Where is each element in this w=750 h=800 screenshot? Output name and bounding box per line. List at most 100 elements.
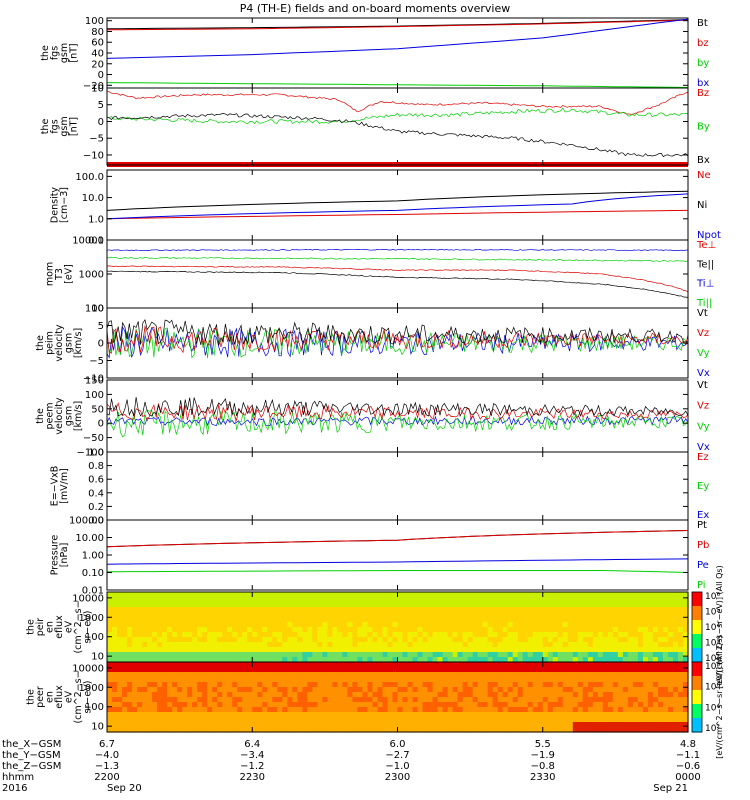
heatmap-cell xyxy=(492,642,499,648)
heatmap-cell xyxy=(392,662,399,668)
heatmap-cell xyxy=(682,632,689,638)
heatmap-cell xyxy=(187,617,193,623)
heatmap-cell xyxy=(217,662,223,668)
heatmap-cell xyxy=(437,667,444,673)
heatmap-cell xyxy=(117,712,123,718)
heatmap-cell xyxy=(637,672,644,678)
heatmap-cell xyxy=(617,632,624,638)
heatmap-cell xyxy=(357,627,364,633)
series-line-Pe xyxy=(106,558,689,565)
heatmap-cell xyxy=(307,717,313,723)
heatmap-cell xyxy=(482,707,489,713)
heatmap-cell xyxy=(662,617,669,623)
heatmap-cell xyxy=(277,722,283,728)
heatmap-cell xyxy=(572,712,579,718)
heatmap-cell xyxy=(112,702,118,708)
heatmap-cell xyxy=(282,597,288,603)
heatmap-cell xyxy=(187,682,193,688)
heatmap-cell xyxy=(562,627,569,633)
heatmap-cell xyxy=(437,717,444,723)
heatmap-cell xyxy=(447,637,454,643)
heatmap-cell xyxy=(112,712,118,718)
colorbar-segment xyxy=(692,693,702,698)
y-tick-label: 1000 xyxy=(79,683,104,694)
heatmap-cell xyxy=(367,707,374,713)
heatmap-cell xyxy=(382,642,389,648)
heatmap-cell xyxy=(512,667,519,673)
heatmap-cell xyxy=(112,647,118,653)
heatmap-cell xyxy=(522,702,529,708)
heatmap-cell xyxy=(532,712,539,718)
heatmap-cell xyxy=(527,682,534,688)
heatmap-cell xyxy=(222,662,228,668)
heatmap-cell xyxy=(437,692,444,698)
heatmap-cell xyxy=(372,692,379,698)
heatmap-cell xyxy=(432,707,439,713)
heatmap-cell xyxy=(562,612,569,618)
heatmap-cell xyxy=(177,672,183,678)
heatmap-cell xyxy=(207,727,213,733)
heatmap-cell xyxy=(492,682,499,688)
heatmap-cell xyxy=(342,607,349,613)
heatmap-cell xyxy=(482,702,489,708)
heatmap-cell xyxy=(367,667,374,673)
heatmap-cell xyxy=(402,602,409,608)
heatmap-cell xyxy=(452,612,459,618)
heatmap-cell xyxy=(467,632,474,638)
heatmap-cell xyxy=(397,627,404,633)
heatmap-cell xyxy=(592,687,599,693)
panel-4 xyxy=(106,239,689,309)
heatmap-cell xyxy=(497,707,504,713)
heatmap-cell xyxy=(417,722,424,728)
heatmap-cell xyxy=(347,697,354,703)
heatmap-cell xyxy=(552,647,559,653)
heatmap-cell xyxy=(607,722,614,728)
heatmap-cell xyxy=(372,717,379,723)
heatmap-cell xyxy=(242,607,248,613)
heatmap-cell xyxy=(472,682,479,688)
heatmap-cell xyxy=(347,607,354,613)
heatmap-cell xyxy=(457,622,464,628)
heatmap-cell xyxy=(282,682,288,688)
heatmap-cell xyxy=(222,727,228,733)
heatmap-cell xyxy=(292,727,298,733)
x-axis-row-label: the_Y−GSM xyxy=(2,750,61,761)
heatmap-cell xyxy=(112,677,118,683)
heatmap-cell xyxy=(682,717,689,723)
heatmap-cell xyxy=(382,597,389,603)
heatmap-cell xyxy=(162,657,168,663)
heatmap-cell xyxy=(247,707,253,713)
heatmap-cell xyxy=(672,697,679,703)
heatmap-cell xyxy=(637,677,644,683)
heatmap-cell xyxy=(627,642,634,648)
legend-label-Vy: Vy xyxy=(697,348,710,359)
heatmap-cell xyxy=(192,662,198,668)
heatmap-cell xyxy=(622,717,629,723)
heatmap-cell xyxy=(107,687,113,693)
heatmap-cell xyxy=(262,642,268,648)
x-axis-value: −1.3 xyxy=(95,761,119,772)
heatmap-cell xyxy=(557,602,564,608)
heatmap-cell xyxy=(387,597,394,603)
heatmap-cell xyxy=(532,622,539,628)
heatmap-cell xyxy=(657,592,664,598)
heatmap-cell xyxy=(442,712,449,718)
heatmap-cell xyxy=(317,667,323,673)
heatmap-cell xyxy=(132,692,138,698)
heatmap-cell xyxy=(252,667,258,673)
heatmap-cell xyxy=(122,647,128,653)
heatmap-cell xyxy=(317,722,323,728)
heatmap-cell xyxy=(207,622,213,628)
heatmap-cell xyxy=(607,627,614,633)
heatmap-cell xyxy=(682,687,689,693)
heatmap-cell xyxy=(642,627,649,633)
colorbar-segment xyxy=(692,634,702,639)
heatmap-cell xyxy=(112,612,118,618)
heatmap-cell xyxy=(677,722,684,728)
heatmap-cell xyxy=(572,707,579,713)
heatmap-cell xyxy=(667,612,674,618)
heatmap-cell xyxy=(447,692,454,698)
heatmap-cell xyxy=(477,627,484,633)
heatmap-cell xyxy=(577,722,584,728)
heatmap-cell xyxy=(342,727,349,733)
